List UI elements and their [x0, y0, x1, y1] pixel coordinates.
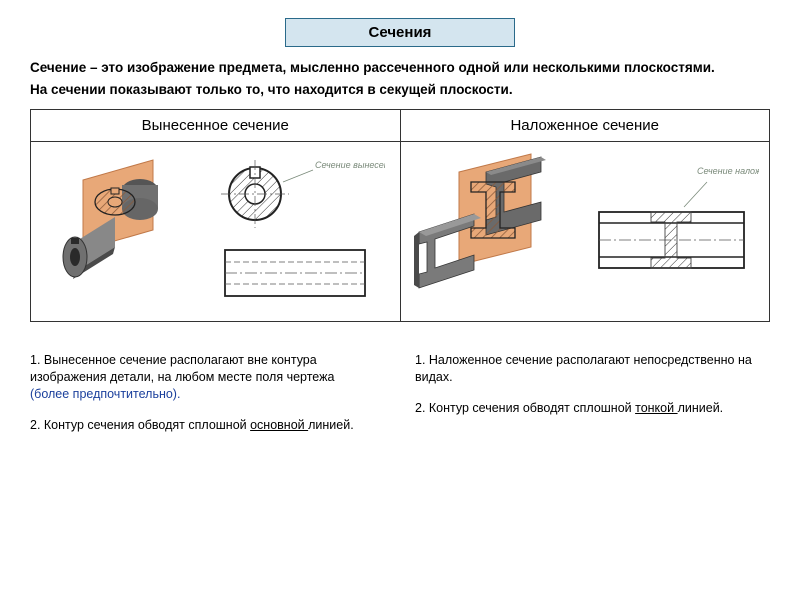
title-text: Сечения: [369, 24, 432, 41]
intro-block: Сечение – это изображение предмета, мысл…: [30, 59, 770, 99]
superimposed-drawing-icon: Сечение наложенное: [589, 152, 759, 312]
page-title: Сечения: [285, 18, 515, 47]
cell-extracted: Сечение вынесенное: [31, 142, 401, 322]
note-right-1: 1. Наложенное сечение располагают непоср…: [415, 352, 770, 386]
extracted-drawing-icon: Сечение вынесенное: [215, 152, 385, 312]
label-ext: Сечение вынесенное: [315, 160, 385, 170]
label-sup: Сечение наложенное: [697, 166, 759, 176]
extracted-3d-icon: [45, 152, 195, 312]
notes-left: 1. Вынесенное сечение располагают вне ко…: [30, 352, 385, 448]
note-right-2: 2. Контур сечения обводят сплошной тонко…: [415, 400, 770, 417]
notes-right: 1. Наложенное сечение располагают непоср…: [415, 352, 770, 448]
notes-block: 1. Вынесенное сечение располагают вне ко…: [30, 352, 770, 448]
col-header-extracted: Вынесенное сечение: [31, 110, 401, 142]
note-left-1: 1. Вынесенное сечение располагают вне ко…: [30, 352, 385, 403]
intro-line-1: Сечение – это изображение предмета, мысл…: [30, 59, 770, 77]
note-left-2: 2. Контур сечения обводят сплошной основ…: [30, 417, 385, 434]
col-header-superimposed: Наложенное сечение: [400, 110, 770, 142]
cell-superimposed: Сечение наложенное: [400, 142, 770, 322]
intro-line-2: На сечении показывают только то, что нах…: [30, 81, 770, 99]
sections-table: Вынесенное сечение Наложенное сечение: [30, 109, 770, 322]
superimposed-3d-icon: [411, 152, 576, 312]
